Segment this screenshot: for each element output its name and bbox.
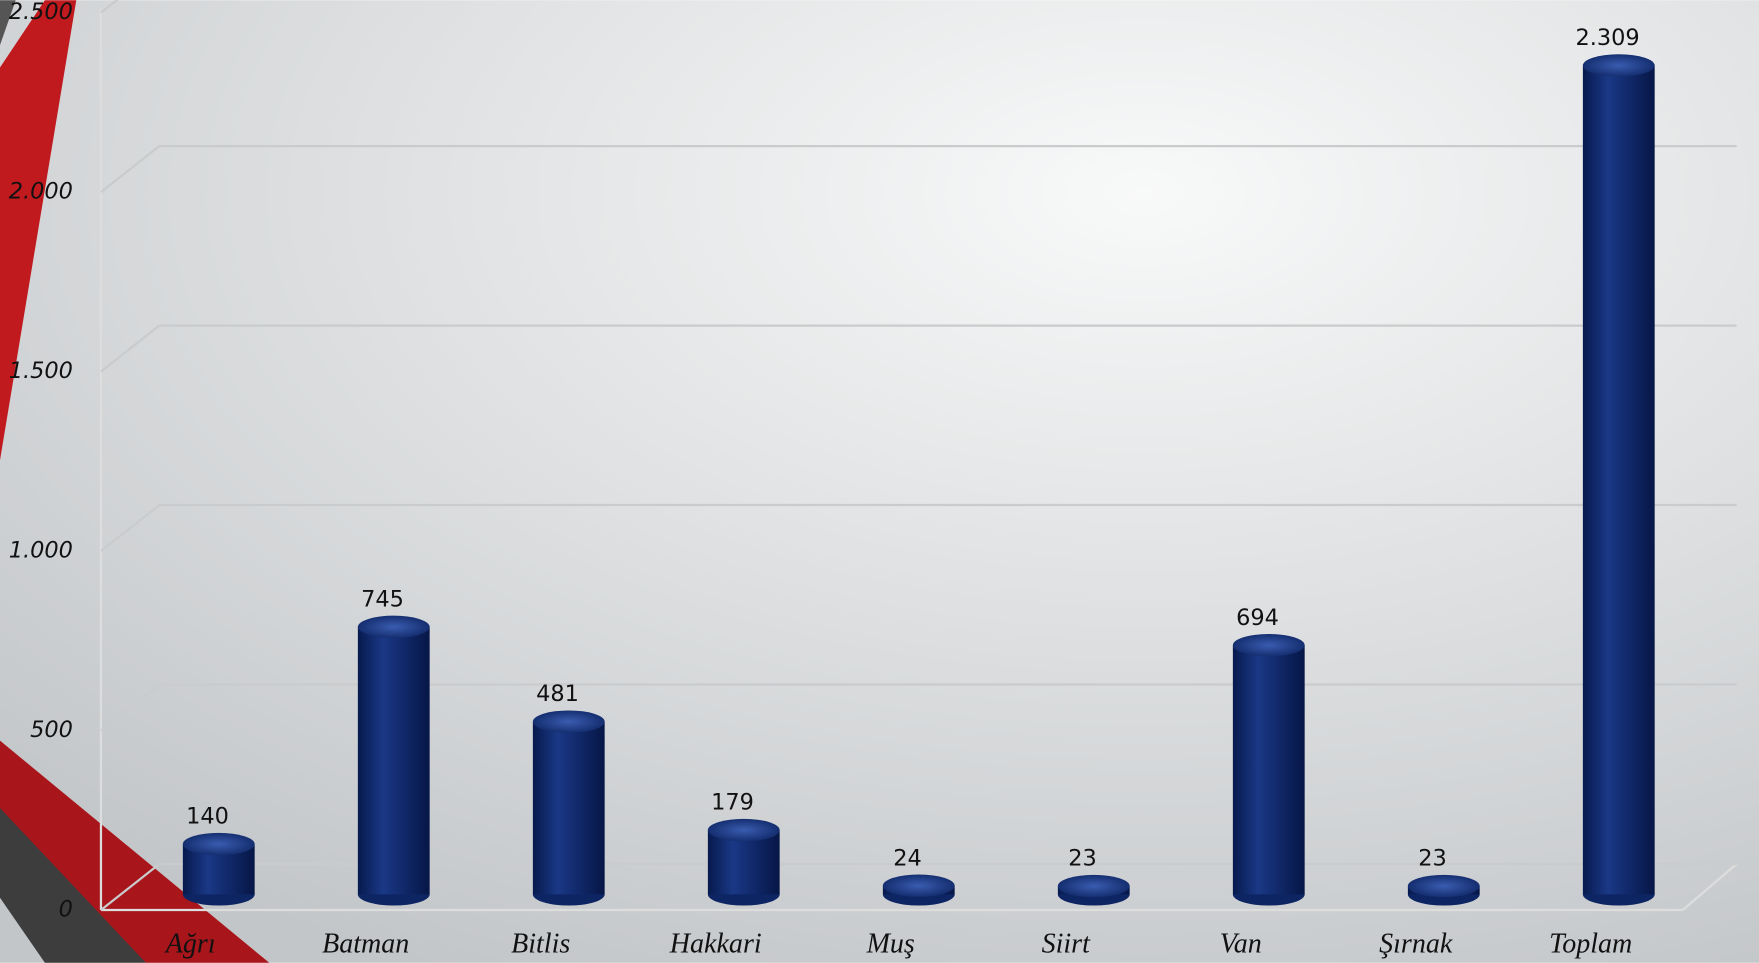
x-tick-label: Hakkari <box>669 928 762 959</box>
bar-top <box>1057 874 1130 898</box>
y-tick-label: 1.000 <box>9 538 73 564</box>
value-label: 179 <box>711 790 754 816</box>
bar <box>357 626 430 895</box>
x-tick-label: Van <box>1220 928 1262 959</box>
y-tick-label: 1.500 <box>9 358 73 384</box>
x-tick-label: Bitlis <box>511 928 570 959</box>
bar <box>1232 645 1305 895</box>
bar-group <box>1407 874 1480 906</box>
x-tick-label: Siirt <box>1042 928 1092 959</box>
x-tick-label: Batman <box>322 928 409 959</box>
bar-group <box>1582 54 1655 906</box>
bar-group <box>357 615 430 906</box>
value-label: 23 <box>1418 846 1447 872</box>
bar-top <box>1582 54 1655 77</box>
x-tick-label: Muş <box>866 928 915 959</box>
decor-stripe <box>0 740 270 963</box>
bar-group <box>1232 633 1305 906</box>
grid-line-side <box>100 504 160 552</box>
y-tick-label: 0 <box>59 897 73 923</box>
bar-group <box>532 710 605 906</box>
value-label: 23 <box>1068 846 1097 872</box>
value-label: 2.309 <box>1575 25 1639 51</box>
decor-stripe <box>0 807 146 963</box>
bar-group <box>707 818 780 906</box>
grid-line-side <box>100 0 119 14</box>
bar-top <box>182 832 255 856</box>
bar-top <box>357 615 430 639</box>
bar-top <box>882 874 955 897</box>
value-label: 140 <box>186 804 229 830</box>
bar-group <box>182 832 255 906</box>
x-tick-label: Ağrı <box>164 928 216 959</box>
grid-line-side <box>100 324 160 373</box>
bar-top <box>1232 633 1305 657</box>
x-tick-label: Şırnak <box>1379 928 1453 959</box>
y-tick-label: 2.500 <box>9 0 73 25</box>
y-tick-label: 2.000 <box>9 179 73 205</box>
bar <box>532 721 605 895</box>
bar-top <box>532 710 605 733</box>
grid-line-side <box>100 683 160 732</box>
y-tick-label: 500 <box>30 717 73 743</box>
floor-edge <box>1681 863 1738 911</box>
bar-top <box>707 818 780 842</box>
value-label: 24 <box>893 845 922 871</box>
grid-line-side <box>100 863 160 911</box>
value-label: 481 <box>536 681 579 707</box>
bar <box>1582 65 1655 895</box>
value-label: 745 <box>361 586 404 612</box>
x-tick-label: Toplam <box>1549 928 1632 959</box>
decor-stripe <box>0 0 77 461</box>
bar-group <box>1057 874 1130 906</box>
grid-line-side <box>100 145 160 193</box>
bar-group <box>882 874 955 906</box>
bar-top <box>1407 874 1480 898</box>
value-label: 694 <box>1236 605 1279 631</box>
